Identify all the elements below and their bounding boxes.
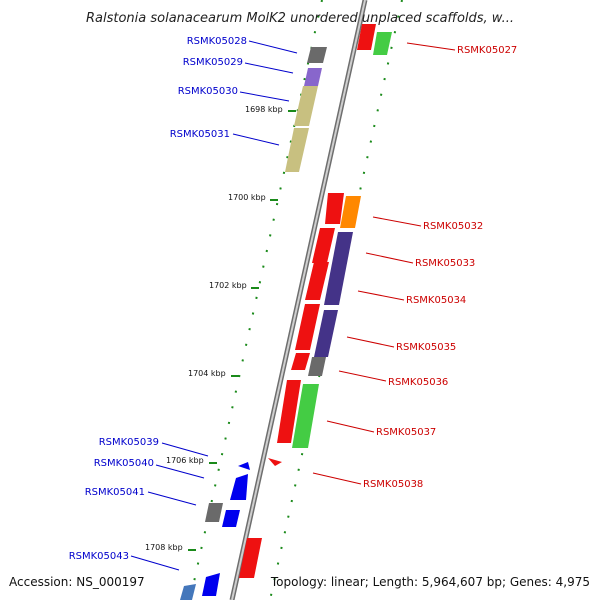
gene-block-rsmk05041[interactable] (205, 503, 223, 522)
accession-label: Accession: NS_000197 (9, 575, 145, 589)
gene-block-rsmk05034-red (305, 262, 329, 300)
gene-label-rsmk05027[interactable]: RSMK05027 (457, 45, 517, 56)
tick-label-1700: 1700 kbp (228, 193, 266, 202)
gene-block-rsmk05040[interactable] (230, 474, 248, 500)
gene-block-rsmk05039 (238, 462, 250, 470)
gene-block-rsmk05030[interactable] (294, 86, 318, 126)
scale-ticks: 1698 kbp 1700 kbp 1702 kbp 1704 kbp 1706… (145, 105, 296, 552)
gene-block-rsmk05037-red (277, 380, 301, 443)
gene-block-rsmk05027-red (357, 24, 376, 50)
gene-block-rsmk05038[interactable] (268, 458, 282, 466)
right-leader-lines (312, 42, 456, 485)
plus-strand-genes (239, 24, 392, 578)
gene-block-rsmk05041b (222, 510, 240, 527)
gene-label-rsmk05040[interactable]: RSMK05040 (94, 458, 154, 469)
gene-label-rsmk05031[interactable]: RSMK05031 (170, 129, 230, 140)
tick-label-1702: 1702 kbp (209, 281, 247, 290)
left-leader-lines (130, 40, 298, 571)
gene-label-rsmk05037[interactable]: RSMK05037 (376, 427, 436, 438)
gene-block-rsmk05043b (180, 584, 196, 600)
gene-label-rsmk05028[interactable]: RSMK05028 (187, 36, 247, 47)
gene-block-rsmk05034[interactable] (324, 232, 353, 305)
gene-block-rsmk05033[interactable] (312, 228, 335, 263)
minus-strand-genes (180, 47, 327, 600)
chromosome-backbone (229, 0, 368, 600)
left-gene-labels: RSMK05028 RSMK05029 RSMK05030 RSMK05031 … (69, 36, 247, 562)
gene-label-rsmk05039[interactable]: RSMK05039 (99, 437, 159, 448)
map-title: Ralstonia solanacearum MolK2 unordered u… (86, 11, 514, 26)
gene-label-rsmk05032[interactable]: RSMK05032 (423, 221, 483, 232)
gene-label-rsmk05034[interactable]: RSMK05034 (406, 295, 466, 306)
gene-block-rsmk05035[interactable] (295, 304, 320, 350)
gene-label-rsmk05036[interactable]: RSMK05036 (388, 377, 448, 388)
gene-block-rsmk05031[interactable] (285, 128, 309, 172)
gene-block-rsmk05032-orange (340, 196, 361, 228)
gene-label-rsmk05041[interactable]: RSMK05041 (85, 487, 145, 498)
gene-label-rsmk05038[interactable]: RSMK05038 (363, 479, 423, 490)
gene-label-rsmk05035[interactable]: RSMK05035 (396, 342, 456, 353)
topology-summary: Topology: linear; Length: 5,964,607 bp; … (270, 575, 590, 589)
gene-block-rsmk05029[interactable] (304, 68, 322, 86)
gene-label-rsmk05033[interactable]: RSMK05033 (415, 258, 475, 269)
gene-block-rsmk05036[interactable] (308, 357, 326, 376)
gene-block-rsmk05037[interactable] (292, 384, 319, 448)
gene-block-rsmk05043[interactable] (202, 573, 220, 596)
tick-label-1708: 1708 kbp (145, 543, 183, 552)
gene-label-rsmk05030[interactable]: RSMK05030 (178, 86, 238, 97)
gene-block-rsmk05032[interactable] (325, 193, 344, 224)
gene-label-rsmk05043[interactable]: RSMK05043 (69, 551, 129, 562)
gene-block-rsmk05028[interactable] (307, 47, 327, 63)
right-gene-labels: RSMK05027 RSMK05032 RSMK05033 RSMK05034 … (363, 45, 517, 490)
gene-block-rsmk05035-purple (314, 310, 338, 357)
tick-label-1704: 1704 kbp (188, 369, 226, 378)
gene-block-rsmk05038b (239, 538, 262, 578)
tick-label-1706: 1706 kbp (166, 456, 204, 465)
gene-label-rsmk05029[interactable]: RSMK05029 (183, 57, 243, 68)
tick-label-1698: 1698 kbp (245, 105, 283, 114)
gene-block-rsmk05036-red (291, 353, 310, 370)
gene-block-rsmk05027[interactable] (373, 32, 392, 55)
